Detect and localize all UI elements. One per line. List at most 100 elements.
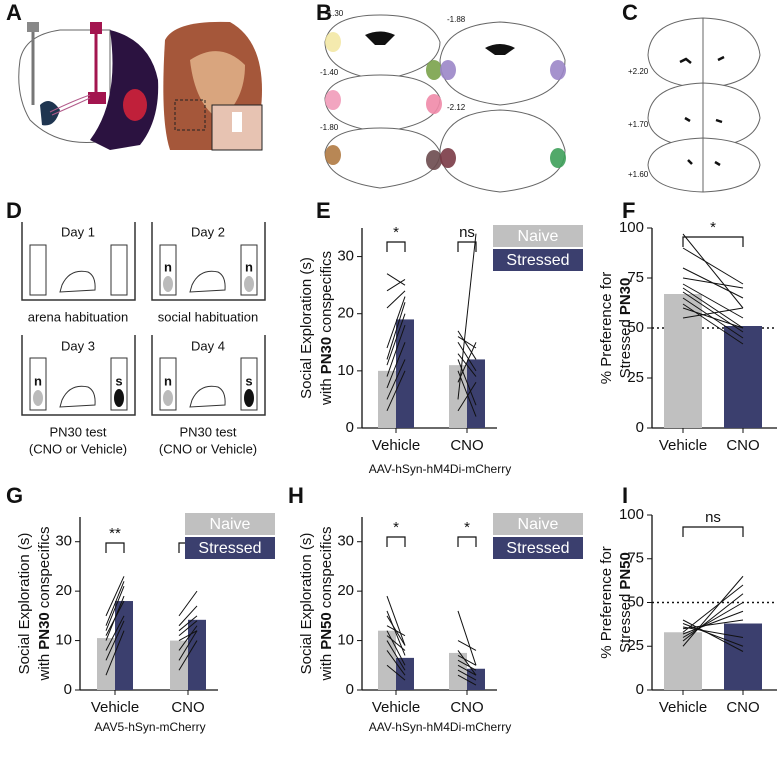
section-coordinate: +2.20 xyxy=(628,67,649,76)
significance-label: * xyxy=(393,224,399,241)
section-coordinate: -1.80 xyxy=(320,123,339,132)
day-caption: (CNO or Vehicle) xyxy=(159,441,257,456)
subject-line xyxy=(386,359,406,400)
subject-line xyxy=(457,330,477,360)
y-tick-label: 30 xyxy=(55,533,72,550)
subject-line xyxy=(457,664,477,676)
y-axis-label-part: PN30 xyxy=(36,612,53,650)
y-tick-label: 20 xyxy=(55,582,72,599)
subject-line xyxy=(105,630,125,676)
y-axis-label-part: with xyxy=(318,654,335,682)
subject-line xyxy=(386,342,406,389)
y-axis-label: Social Exploration (s) xyxy=(298,533,315,675)
panel-letter: I xyxy=(622,483,628,508)
day-caption: (CNO or Vehicle) xyxy=(29,441,127,456)
y-axis-label-part: conspecifics xyxy=(36,527,53,609)
y-tick-label: 20 xyxy=(337,305,354,322)
section-coordinate: -2.12 xyxy=(447,103,466,112)
legend-label: Stressed xyxy=(506,540,569,557)
significance-bracket xyxy=(682,526,744,537)
significance-bracket xyxy=(386,536,406,547)
significance-bracket xyxy=(386,241,406,252)
subject-line xyxy=(178,625,198,651)
y-tick-label: 100 xyxy=(619,219,644,236)
y-axis-label: Stressed PN30 xyxy=(617,278,634,379)
subject-line xyxy=(386,630,406,666)
y-axis-label: % Preference for xyxy=(598,272,615,385)
legend-label: Naive xyxy=(518,228,559,245)
subject-line xyxy=(386,625,406,637)
legend-swatch xyxy=(493,513,583,535)
subject-line xyxy=(386,370,406,412)
subject-line xyxy=(178,615,198,632)
section-coordinate: +1.60 xyxy=(628,170,649,179)
subject-line xyxy=(682,307,744,319)
subject-line xyxy=(178,620,198,637)
subject-line xyxy=(682,287,744,329)
chamber-label: s xyxy=(245,373,252,388)
subject-line xyxy=(178,630,198,642)
x-tick-label: CNO xyxy=(450,437,483,454)
y-axis-label: Stressed PN50 xyxy=(617,552,634,653)
x-tick-label: Vehicle xyxy=(372,437,420,454)
x-tick-label: CNO xyxy=(726,699,759,716)
subject-line xyxy=(682,623,744,647)
subject-line xyxy=(457,342,477,372)
subject-line xyxy=(457,654,477,666)
y-axis-label-part: conspecifics xyxy=(318,251,335,333)
y-tick-label: 10 xyxy=(337,632,354,649)
y-tick-label: 50 xyxy=(627,593,644,610)
y-axis-label: Social Exploration (s) xyxy=(16,533,33,675)
subject-line xyxy=(457,359,477,406)
legend-label: Stressed xyxy=(198,540,261,557)
bar xyxy=(449,652,467,690)
y-tick-label: 0 xyxy=(346,681,354,698)
section-coordinate: -1.30 xyxy=(325,9,344,18)
day-title: Day 1 xyxy=(61,224,95,239)
panel-letter: B xyxy=(316,0,332,25)
legend-label: Naive xyxy=(518,516,559,533)
y-axis-label-part: with xyxy=(36,654,53,682)
x-tick-label: CNO xyxy=(171,699,204,716)
bar xyxy=(170,640,188,690)
subject-line xyxy=(386,635,406,651)
x-tick-label: CNO xyxy=(450,699,483,716)
subject-line xyxy=(386,279,406,292)
panel-c-illustration xyxy=(647,17,761,193)
subject-line xyxy=(105,576,125,617)
bar xyxy=(396,657,414,690)
y-axis-label: with PN30 conspecifics xyxy=(318,251,335,406)
y-tick-label: 10 xyxy=(55,632,72,649)
subject-line xyxy=(682,619,744,652)
panel-letter: F xyxy=(622,198,635,223)
y-axis-label: % Preference for xyxy=(598,546,615,659)
subject-line xyxy=(178,630,198,661)
subject-line xyxy=(682,291,744,333)
chamber-label: s xyxy=(115,373,122,388)
bar xyxy=(115,601,133,690)
bar xyxy=(467,668,485,690)
panel-letter: C xyxy=(622,0,638,25)
subject-line xyxy=(105,586,125,631)
y-tick-label: 0 xyxy=(636,681,644,698)
x-tick-label: Vehicle xyxy=(91,699,139,716)
bar xyxy=(378,370,396,428)
y-tick-label: 30 xyxy=(337,248,354,265)
x-axis-label: AAV5-hSyn-mCherry xyxy=(94,720,205,734)
subject-line xyxy=(682,610,744,635)
day-caption: social habituation xyxy=(158,309,258,324)
y-tick-label: 50 xyxy=(627,319,644,336)
panel-letter: G xyxy=(6,483,23,508)
subject-line xyxy=(105,581,125,626)
legend-swatch xyxy=(493,249,583,271)
significance-bracket xyxy=(105,542,125,553)
bar xyxy=(724,623,762,690)
subject-line xyxy=(105,595,125,641)
y-axis-label-part: PN30 xyxy=(318,337,335,375)
panel-letter: D xyxy=(6,198,22,223)
subject-line xyxy=(457,650,477,676)
y-tick-label: 25 xyxy=(627,637,644,654)
subject-line xyxy=(386,650,406,676)
legend-swatch xyxy=(185,537,275,559)
subject-line xyxy=(457,610,477,666)
